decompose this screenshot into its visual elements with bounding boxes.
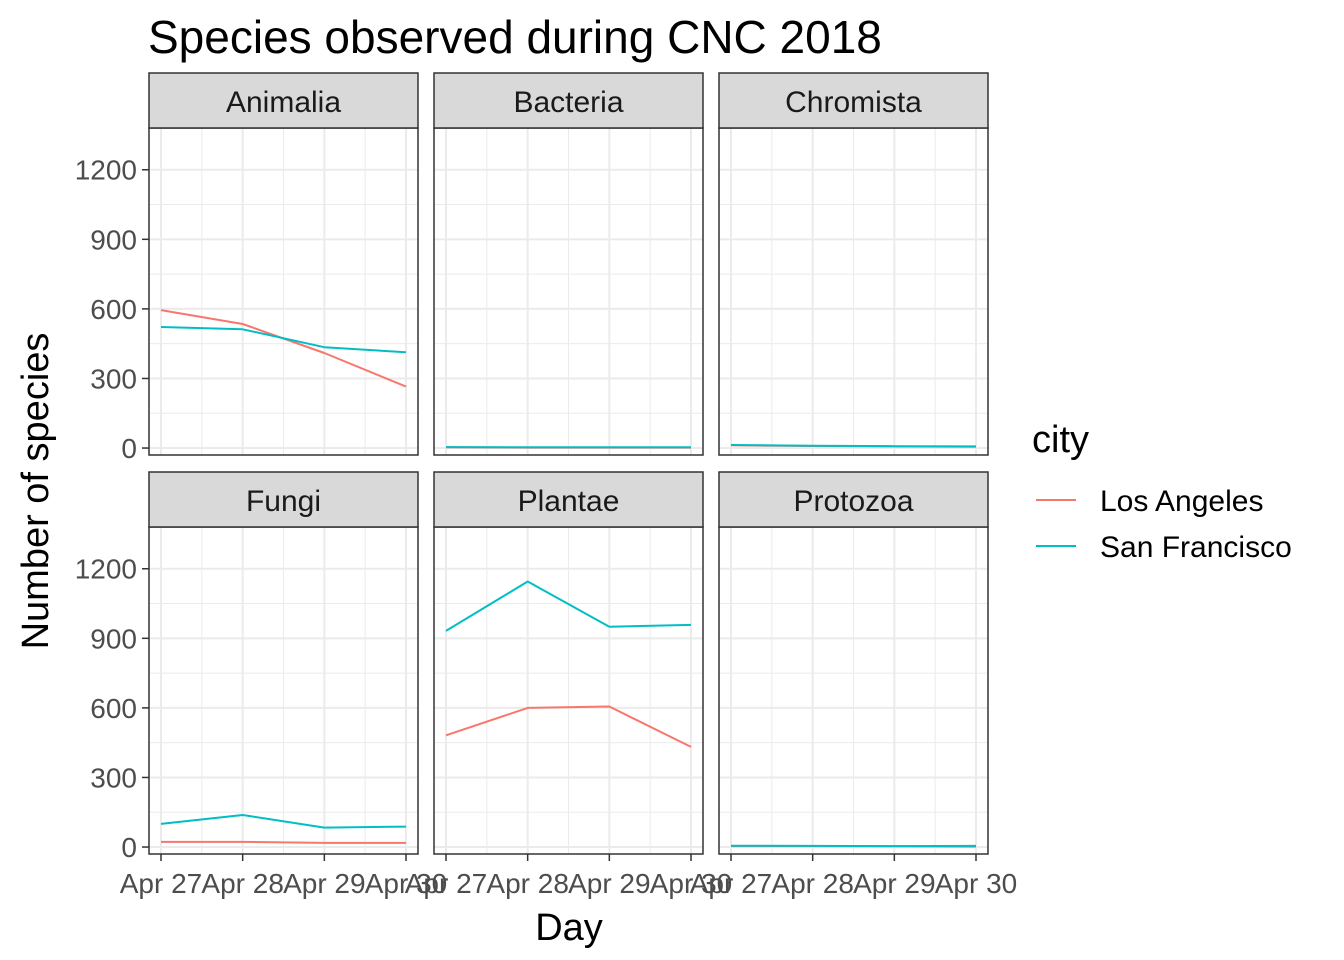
y-tick-label: 600: [90, 693, 137, 724]
strip-bacteria: [433, 72, 704, 129]
series-line-chromista-san-francisco: [730, 444, 977, 448]
x-tick-label: Apr 29: [568, 868, 651, 899]
x-tick-label: Apr 27: [690, 868, 773, 899]
x-tick-label: Apr 27: [405, 868, 488, 899]
y-tick-label: 0: [121, 433, 137, 464]
strip-protozoa: [718, 471, 989, 528]
x-tick-label: Apr 30: [650, 868, 733, 899]
series-line-animalia-san-francisco: [160, 326, 407, 354]
facet-fungi: Fungi 0 300 600 900 1200 Apr 27 Apr 28 Apr 29 Apr…: [75, 471, 448, 899]
strip-label-fungi: Fungi: [246, 485, 321, 518]
x-tick-label: Apr 28: [201, 868, 284, 899]
strip-label-plantae: Plantae: [518, 485, 620, 518]
facet-chromista: Chromista: [718, 72, 989, 456]
x-tick-label: Apr 29: [853, 868, 936, 899]
y-tick-label: 900: [90, 224, 137, 255]
x-tick-label: Apr 28: [486, 868, 569, 899]
x-tick-label: Apr 27: [120, 868, 203, 899]
strip-animalia: [148, 72, 419, 129]
y-tick-label: 300: [90, 363, 137, 394]
legend-title: city: [1032, 419, 1089, 461]
strip-label-animalia: Animalia: [226, 86, 341, 119]
legend-label-los-angeles: Los Angeles: [1100, 485, 1263, 518]
y-tick-label: 0: [121, 832, 137, 863]
series-line-plantae-los-angeles: [445, 705, 692, 748]
strip-fungi: [148, 471, 419, 528]
y-tick-label: 1200: [75, 554, 137, 585]
strip-plantae: [433, 471, 704, 528]
facet-protozoa: Protozoa Apr 27 Apr 28 Apr 29 Apr 30: [690, 471, 1018, 899]
facet-panels: Animalia 0 300 600 900 1200 Bacteria Chromista F…: [75, 72, 1018, 899]
facet-bacteria: Bacteria: [433, 72, 704, 456]
x-tick-label: Apr 29: [283, 868, 366, 899]
facet-plantae: Plantae Apr 27 Apr 28 Apr 29 Apr 30: [405, 471, 733, 899]
y-tick-label: 300: [90, 762, 137, 793]
strip-label-chromista: Chromista: [785, 86, 922, 119]
series-line-fungi-san-francisco: [160, 814, 407, 829]
y-tick-label: 600: [90, 294, 137, 325]
y-tick-label: 900: [90, 623, 137, 654]
strip-label-bacteria: Bacteria: [513, 86, 623, 119]
legend: city Los Angeles San Francisco: [1032, 419, 1292, 564]
y-tick-label: 1200: [75, 155, 137, 186]
strip-label-protozoa: Protozoa: [793, 485, 913, 518]
y-axis-title: Number of species: [15, 333, 57, 650]
x-axis-title: Day: [535, 907, 603, 949]
x-tick-label: Apr 30: [935, 868, 1018, 899]
strip-chromista: [718, 72, 989, 129]
legend-label-san-francisco: San Francisco: [1100, 531, 1292, 564]
x-tick-label: Apr 30: [365, 868, 448, 899]
series-line-fungi-los-angeles: [161, 840, 406, 844]
facet-animalia: Animalia 0 300 600 900 1200: [75, 72, 419, 464]
series-line-plantae-san-francisco: [445, 580, 692, 632]
chart-title: Species observed during CNC 2018: [148, 11, 882, 63]
x-tick-label: Apr 28: [771, 868, 854, 899]
